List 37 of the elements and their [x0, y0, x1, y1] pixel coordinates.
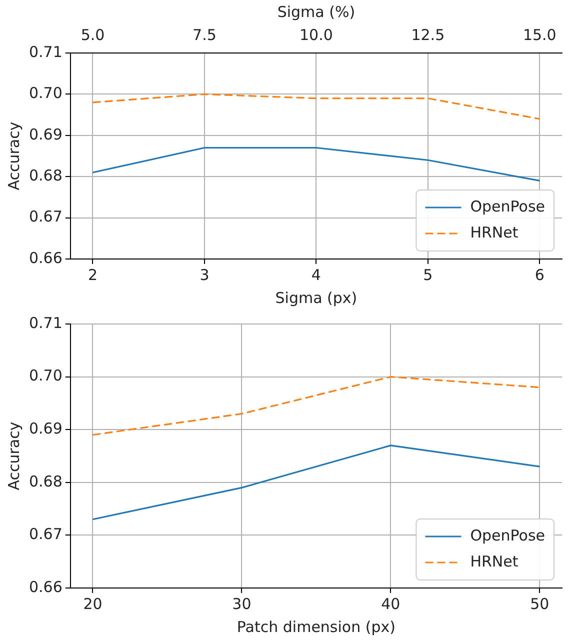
- y-tick-label: 0.71: [28, 42, 62, 61]
- x-tick-label: 4: [311, 266, 321, 284]
- x-tick-label: 6: [534, 266, 544, 284]
- y-tick-label: 0.70: [28, 366, 62, 385]
- x2-tick-label: 5.0: [80, 26, 105, 44]
- y-tick-label: 0.69: [28, 125, 62, 144]
- x2-tick-label: 12.5: [411, 26, 445, 44]
- y-tick-label: 0.66: [28, 578, 62, 596]
- x-tick-label: 40: [381, 594, 400, 613]
- line-series: [92, 93, 540, 120]
- y-tick-label: 0.66: [28, 248, 62, 267]
- x2-axis-title: Sigma (%): [277, 2, 356, 21]
- y-tick-label: 0.68: [28, 166, 62, 184]
- legend-label: HRNet: [470, 223, 518, 242]
- legend-label: OpenPose: [470, 197, 545, 216]
- y-axis-title: Accuracy: [4, 422, 23, 490]
- y-tick-label: 0.67: [28, 208, 62, 226]
- legend-label: OpenPose: [470, 526, 545, 544]
- x-tick-label: 5: [423, 266, 433, 284]
- x-tick-label: 20: [83, 594, 102, 613]
- x-axis-title: Patch dimension (px): [236, 618, 396, 636]
- y-tick-label: 0.69: [28, 419, 62, 438]
- x2-tick-label: 7.5: [192, 26, 216, 44]
- legend-label: HRNet: [470, 552, 518, 570]
- x2-tick-label: 10.0: [299, 26, 333, 44]
- x2-tick-label: 15.0: [522, 26, 556, 44]
- y-tick-label: 0.70: [28, 84, 62, 102]
- x-tick-label: 3: [200, 266, 210, 284]
- x-tick-label: 30: [232, 594, 252, 613]
- y-tick-label: 0.71: [28, 314, 62, 332]
- x-tick-label: 2: [88, 266, 98, 284]
- x-tick-label: 50: [530, 594, 550, 613]
- x-axis-title: Sigma (px): [275, 288, 358, 307]
- line-series: [92, 376, 540, 436]
- y-tick-label: 0.67: [28, 525, 62, 544]
- y-tick-label: 0.68: [28, 472, 62, 490]
- y-axis-title: Accuracy: [4, 122, 23, 190]
